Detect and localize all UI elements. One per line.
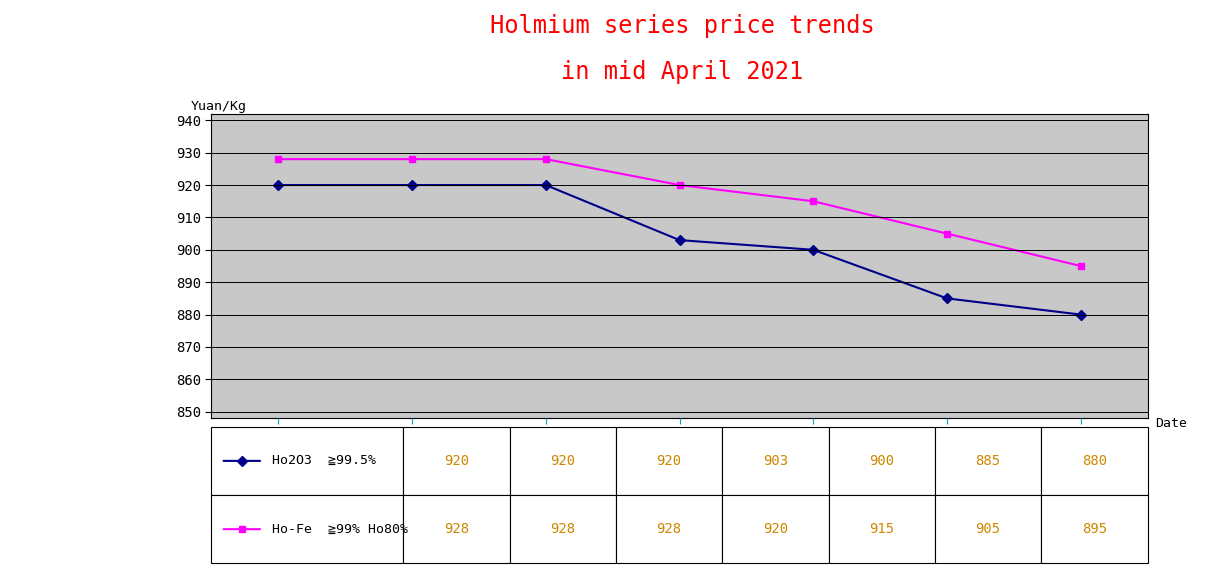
Bar bbox=[510, 427, 616, 495]
Bar bbox=[935, 427, 1041, 495]
Text: Ho2O3  ≧99.5%: Ho2O3 ≧99.5% bbox=[272, 455, 376, 467]
Bar bbox=[616, 427, 722, 495]
Text: 880: 880 bbox=[1082, 454, 1107, 468]
Text: 905: 905 bbox=[976, 522, 1000, 536]
Bar bbox=[211, 495, 403, 563]
Bar bbox=[1041, 495, 1148, 563]
Text: 885: 885 bbox=[976, 454, 1000, 468]
Text: 920: 920 bbox=[657, 454, 681, 468]
Text: 920: 920 bbox=[443, 454, 469, 468]
Text: 903: 903 bbox=[763, 454, 788, 468]
Text: Holmium series price trends: Holmium series price trends bbox=[490, 14, 875, 38]
Bar bbox=[211, 427, 403, 495]
Text: Date: Date bbox=[1155, 418, 1186, 430]
Bar bbox=[1041, 427, 1148, 495]
Bar bbox=[510, 495, 616, 563]
Bar bbox=[722, 495, 829, 563]
Text: 915: 915 bbox=[870, 522, 894, 536]
Bar bbox=[403, 427, 510, 495]
Text: in mid April 2021: in mid April 2021 bbox=[562, 60, 803, 84]
Bar bbox=[935, 495, 1041, 563]
Bar bbox=[829, 427, 935, 495]
Bar bbox=[616, 495, 722, 563]
Text: 928: 928 bbox=[443, 522, 469, 536]
Text: 920: 920 bbox=[763, 522, 788, 536]
Text: 928: 928 bbox=[657, 522, 681, 536]
Text: 900: 900 bbox=[870, 454, 894, 468]
Text: 928: 928 bbox=[551, 522, 575, 536]
Text: Ho-Fe  ≧99% Ho80%: Ho-Fe ≧99% Ho80% bbox=[272, 523, 408, 535]
Text: 895: 895 bbox=[1082, 522, 1107, 536]
Text: Yuan/Kg: Yuan/Kg bbox=[191, 100, 246, 113]
Text: 920: 920 bbox=[551, 454, 575, 468]
Bar bbox=[403, 495, 510, 563]
Bar bbox=[829, 495, 935, 563]
Bar bbox=[722, 427, 829, 495]
